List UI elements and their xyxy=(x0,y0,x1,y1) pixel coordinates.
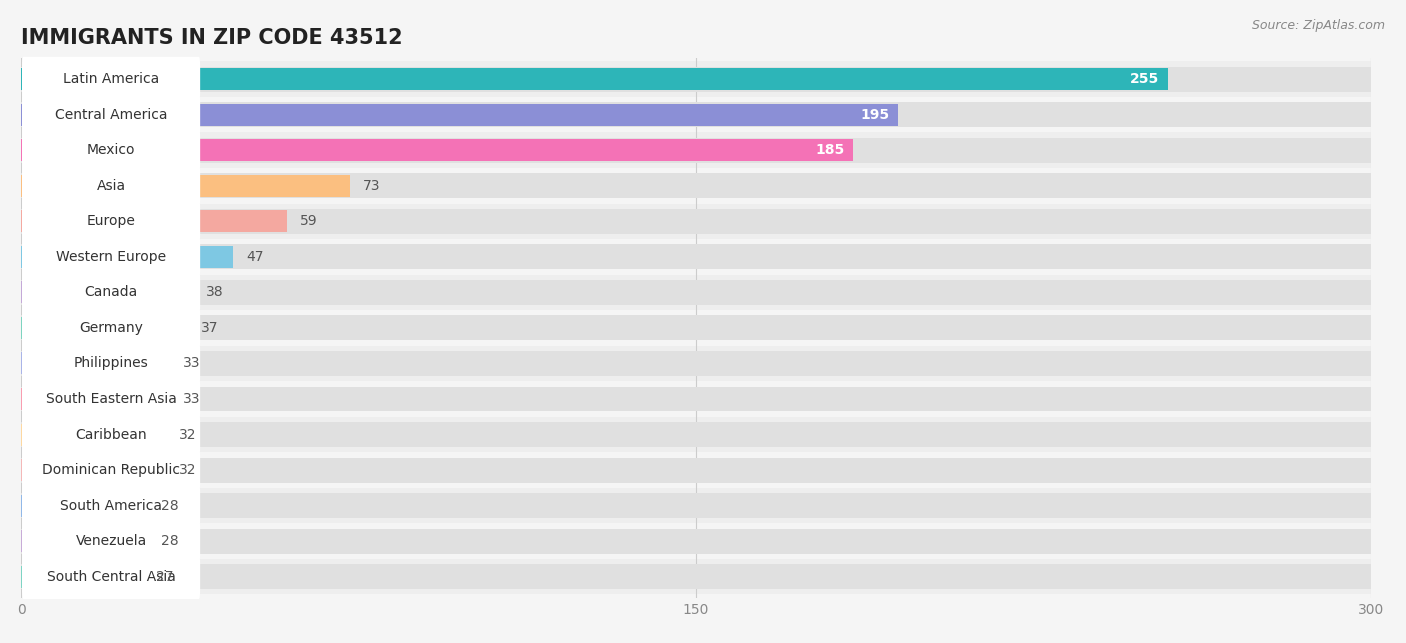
Bar xyxy=(21,97,1371,132)
FancyBboxPatch shape xyxy=(22,128,200,173)
Text: Germany: Germany xyxy=(79,321,143,335)
Bar xyxy=(21,239,1371,275)
Bar xyxy=(21,346,1371,381)
Bar xyxy=(21,104,898,126)
Text: Central America: Central America xyxy=(55,108,167,122)
FancyBboxPatch shape xyxy=(22,554,200,599)
Bar xyxy=(21,529,1371,554)
Bar xyxy=(21,68,1168,90)
Text: 28: 28 xyxy=(160,498,179,512)
Text: Asia: Asia xyxy=(97,179,125,193)
FancyBboxPatch shape xyxy=(22,57,200,102)
FancyBboxPatch shape xyxy=(22,199,200,244)
Text: 37: 37 xyxy=(201,321,218,335)
Bar xyxy=(21,204,1371,239)
Bar xyxy=(21,282,193,303)
Text: 185: 185 xyxy=(815,143,845,158)
Bar xyxy=(21,352,170,374)
Bar xyxy=(21,458,1371,482)
Bar xyxy=(21,351,1371,376)
FancyBboxPatch shape xyxy=(22,163,200,208)
Text: 33: 33 xyxy=(183,392,201,406)
FancyBboxPatch shape xyxy=(22,448,200,493)
Bar xyxy=(21,317,187,339)
FancyBboxPatch shape xyxy=(22,341,200,386)
Text: 255: 255 xyxy=(1130,72,1160,86)
Bar xyxy=(21,310,1371,346)
Text: 195: 195 xyxy=(860,108,890,122)
FancyBboxPatch shape xyxy=(22,412,200,457)
Bar xyxy=(21,62,1371,97)
Text: Mexico: Mexico xyxy=(87,143,135,158)
Bar xyxy=(21,565,1371,589)
Text: Philippines: Philippines xyxy=(73,356,149,370)
FancyBboxPatch shape xyxy=(22,305,200,350)
Text: Western Europe: Western Europe xyxy=(56,250,166,264)
Text: IMMIGRANTS IN ZIP CODE 43512: IMMIGRANTS IN ZIP CODE 43512 xyxy=(21,28,402,48)
Bar xyxy=(21,422,1371,447)
Bar xyxy=(21,388,170,410)
Text: 32: 32 xyxy=(179,463,195,477)
Text: Latin America: Latin America xyxy=(63,72,159,86)
Bar xyxy=(21,424,165,446)
Bar xyxy=(21,168,1371,204)
Bar xyxy=(21,244,1371,269)
Bar xyxy=(21,386,1371,412)
Text: 47: 47 xyxy=(246,250,263,264)
Bar xyxy=(21,140,853,161)
FancyBboxPatch shape xyxy=(22,270,200,315)
Text: 27: 27 xyxy=(156,570,173,584)
Text: Canada: Canada xyxy=(84,285,138,300)
FancyBboxPatch shape xyxy=(22,519,200,563)
FancyBboxPatch shape xyxy=(22,93,200,137)
Text: South Central Asia: South Central Asia xyxy=(46,570,176,584)
Bar xyxy=(21,493,1371,518)
Text: 38: 38 xyxy=(205,285,224,300)
FancyBboxPatch shape xyxy=(22,235,200,279)
Bar xyxy=(21,566,142,588)
Bar xyxy=(21,275,1371,310)
Text: 33: 33 xyxy=(183,356,201,370)
Bar xyxy=(21,175,350,197)
Bar xyxy=(21,280,1371,305)
Text: South America: South America xyxy=(60,498,162,512)
Text: Source: ZipAtlas.com: Source: ZipAtlas.com xyxy=(1251,19,1385,32)
Text: Europe: Europe xyxy=(87,214,135,228)
Text: Venezuela: Venezuela xyxy=(76,534,146,548)
Bar xyxy=(21,494,148,516)
Text: 32: 32 xyxy=(179,428,195,442)
Bar xyxy=(21,559,1371,594)
Bar xyxy=(21,102,1371,127)
Bar xyxy=(21,523,1371,559)
Text: Caribbean: Caribbean xyxy=(76,428,146,442)
Bar xyxy=(21,381,1371,417)
Text: 59: 59 xyxy=(299,214,318,228)
Bar xyxy=(21,246,232,268)
Bar xyxy=(21,132,1371,168)
Text: 28: 28 xyxy=(160,534,179,548)
FancyBboxPatch shape xyxy=(22,484,200,528)
Bar xyxy=(21,417,1371,452)
Bar xyxy=(21,459,165,481)
Bar xyxy=(21,209,1371,234)
Bar xyxy=(21,316,1371,340)
Bar xyxy=(21,488,1371,523)
Text: Dominican Republic: Dominican Republic xyxy=(42,463,180,477)
Bar xyxy=(21,452,1371,488)
Text: 73: 73 xyxy=(363,179,381,193)
Bar xyxy=(21,67,1371,92)
FancyBboxPatch shape xyxy=(22,377,200,421)
Text: South Eastern Asia: South Eastern Asia xyxy=(45,392,177,406)
Bar xyxy=(21,174,1371,198)
Bar xyxy=(21,530,148,552)
Bar xyxy=(21,138,1371,163)
Bar xyxy=(21,210,287,232)
